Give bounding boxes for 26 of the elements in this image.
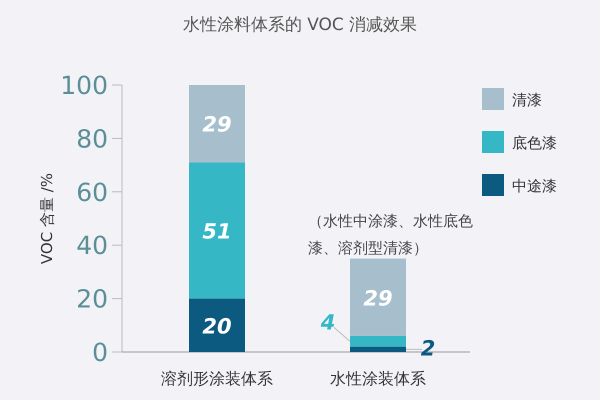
chart-title: 水性涂料体系的 VOC 消减效果 bbox=[182, 15, 418, 35]
data-label: 29 bbox=[363, 286, 393, 310]
bar bbox=[189, 298, 245, 352]
annotation: （水性中涂漆、水性底色漆、溶剂型清漆） bbox=[308, 211, 474, 259]
bar bbox=[189, 162, 245, 299]
bar bbox=[350, 258, 406, 336]
bar bbox=[350, 346, 406, 352]
legend-label: 中途漆 bbox=[512, 177, 557, 195]
y-axis-title: VOC 含量 /% bbox=[38, 172, 56, 264]
y-tick-label: 20 bbox=[76, 284, 108, 314]
legend-label: 底色漆 bbox=[512, 134, 557, 152]
data-label: 2 bbox=[420, 336, 436, 360]
data-label: 20 bbox=[202, 314, 232, 338]
y-tick-label: 80 bbox=[76, 124, 108, 154]
data-label: 29 bbox=[202, 112, 232, 137]
y-tick-label: 0 bbox=[92, 338, 108, 367]
x-tick-label: 水性涂装体系 bbox=[330, 369, 426, 388]
y-tick-label: 40 bbox=[76, 231, 108, 260]
bar bbox=[350, 336, 406, 347]
legend-label: 清漆 bbox=[512, 91, 542, 109]
x-tick-label: 溶剂形涂装体系 bbox=[161, 369, 273, 388]
y-tick-label: 100 bbox=[60, 71, 108, 100]
data-label: 4 bbox=[320, 310, 336, 334]
y-tick-label: 60 bbox=[76, 178, 108, 207]
bar bbox=[189, 85, 245, 162]
data-label: 51 bbox=[202, 220, 232, 244]
